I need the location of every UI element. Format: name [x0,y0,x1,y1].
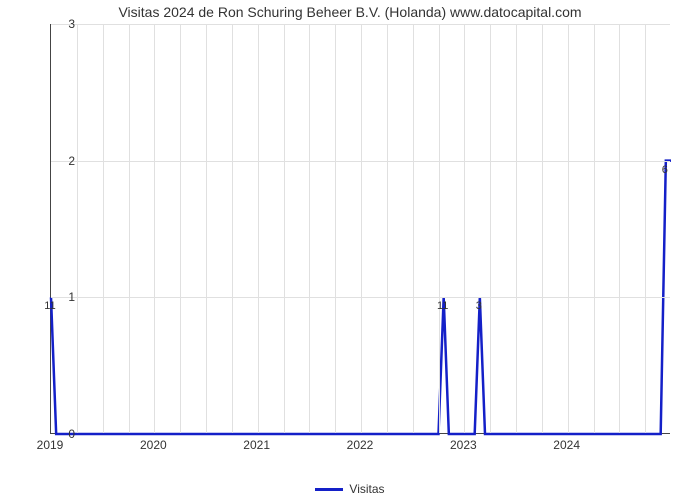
xtick-label: 2023 [450,438,477,452]
data-point-label: 3 [476,300,482,312]
gridline-v-minor [232,24,233,433]
data-point-label: 11 [44,300,55,312]
gridline-v-minor [439,24,440,433]
legend-swatch [315,488,343,491]
gridline-v-minor [284,24,285,433]
legend-label: Visitas [349,482,384,496]
gridline-v-minor [129,24,130,433]
xtick-label: 2024 [553,438,580,452]
ytick-label: 2 [45,154,75,168]
gridline-v-minor [103,24,104,433]
gridline-v-major [568,24,569,433]
chart-container: Visitas 2024 de Ron Schuring Beheer B.V.… [0,0,700,500]
gridline-v-minor [516,24,517,433]
xtick-label: 2020 [140,438,167,452]
gridline-v-minor [413,24,414,433]
xtick-label: 2021 [243,438,270,452]
gridline-v-minor [645,24,646,433]
legend: Visitas [0,482,700,496]
gridline-v-major [361,24,362,433]
gridline-v-major [154,24,155,433]
ytick-label: 3 [45,17,75,31]
gridline-v-minor [619,24,620,433]
gridline-v-major [464,24,465,433]
gridline-v-minor [490,24,491,433]
gridline-v-minor [309,24,310,433]
plot-area [50,24,670,434]
gridline-v-minor [387,24,388,433]
data-point-label: 11 [437,300,448,312]
chart-title: Visitas 2024 de Ron Schuring Beheer B.V.… [0,4,700,20]
data-point-label: 6 [662,164,668,176]
gridline-v-minor [77,24,78,433]
xtick-label: 2019 [37,438,64,452]
gridline-v-minor [542,24,543,433]
gridline-v-minor [335,24,336,433]
gridline-v-minor [206,24,207,433]
gridline-v-minor [180,24,181,433]
gridline-v-major [258,24,259,433]
xtick-label: 2022 [347,438,374,452]
gridline-v-minor [594,24,595,433]
